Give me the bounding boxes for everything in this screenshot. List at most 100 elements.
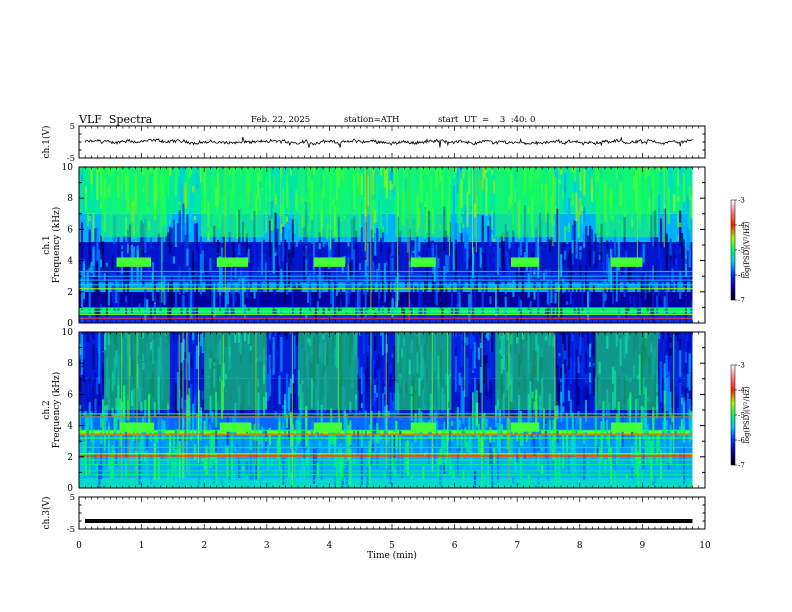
ch2-spectrogram-streak <box>364 445 367 458</box>
ch1-spectrogram-streak <box>489 296 492 305</box>
ch2-spectrogram-streak <box>370 332 373 359</box>
ch1-spectrogram-streak <box>334 292 337 322</box>
ch1-spectrogram-streak <box>376 268 379 282</box>
ch1-spectrogram-streak <box>504 312 507 321</box>
ch1-spectrogram-streak <box>562 190 565 200</box>
ch1-spectrogram-streak <box>646 276 649 312</box>
ch2-spectrogram-streak <box>251 473 254 482</box>
ch1-spectrogram-streak <box>590 186 594 203</box>
ch1-spectrogram-streak <box>186 238 189 272</box>
ch1-spectrogram-streak <box>96 290 99 322</box>
ch1-spectrogram-streak <box>627 255 630 283</box>
ch2-spectrogram-streak <box>343 411 346 436</box>
ch2-spectrogram-streak <box>203 421 206 431</box>
ch2-spectrogram-streak <box>406 440 409 477</box>
ch2-spectrogram-streak <box>366 356 369 392</box>
ch1-spectrogram-streak <box>592 251 595 264</box>
ch2-spectrogram-streak <box>673 332 676 337</box>
ch1-spectrogram-streak <box>640 251 643 290</box>
ch2-spectrogram-streak <box>161 451 164 459</box>
xtick-label: 3 <box>264 541 270 551</box>
ch2-spectrogram-streak <box>286 405 289 413</box>
ch1-spectrogram-streak <box>548 267 551 305</box>
ch2-spectrogram-streak <box>631 435 634 463</box>
ch1-spectrogram-streak <box>475 167 478 185</box>
ch1-spectrogram-streak <box>658 242 661 262</box>
ch2-spectrogram-streak <box>174 421 178 458</box>
ch2-spectrogram-streak <box>397 449 400 476</box>
ch1-spectrogram-streak <box>345 266 348 291</box>
ch1-spectrogram-streak <box>665 233 668 271</box>
ch2-spectrogram-streak <box>619 433 622 448</box>
ch1-spectrogram-streak <box>286 262 289 295</box>
ch1-spectrogram-streak <box>435 282 438 306</box>
ch2-spectrogram-streak <box>458 332 461 337</box>
ch1-spectrogram-streak <box>472 253 475 278</box>
ch1-spectrogram-tone-block <box>216 257 249 267</box>
ch2-spectrogram-streak <box>197 389 201 430</box>
ch2-spectrogram-streak <box>276 355 279 389</box>
ch1-spectrogram-streak <box>184 188 187 208</box>
ch2-spectrogram-streak <box>681 372 684 387</box>
ch2-spectrogram-streak <box>284 332 287 337</box>
ch1-spectrogram-streak <box>487 167 490 172</box>
ch2-spectrogram-streak <box>167 451 170 483</box>
ch2-spectrogram-streak <box>80 351 84 366</box>
ch2-spectrogram-streak <box>301 449 304 475</box>
ch1-spectrogram-streak <box>592 179 595 186</box>
ch1-spectrogram-streak <box>504 296 507 313</box>
ch2-spectrogram-streak <box>270 456 273 467</box>
ch2-spectrogram-streak <box>677 332 680 341</box>
ch1-spectrogram-streak <box>278 211 281 216</box>
ch2-spectrogram-streak <box>111 445 114 479</box>
ch1-spectrogram-streak <box>571 262 574 276</box>
ch1-spectrogram-streak <box>94 228 97 243</box>
ch2-spectrogram-streak <box>94 373 97 399</box>
ch2-spectrogram-tone-line <box>79 413 693 415</box>
ch2-spectrogram-streak <box>149 455 153 485</box>
ch1-spectrogram-streak <box>508 265 511 283</box>
ch2-spectrogram-streak <box>86 415 89 438</box>
ch1-spectrogram-streak <box>261 235 264 275</box>
ch1-spectrogram-streak <box>305 248 308 260</box>
ch1-spectrogram-streak <box>635 255 638 285</box>
ch2-spectrogram-streak <box>259 436 262 445</box>
ch2-spectrogram-streak <box>316 400 319 437</box>
ch2-spectrogram-streak <box>188 458 191 476</box>
ch2-spectrogram-streak <box>481 414 484 434</box>
ch2-spectrogram-streak <box>608 402 611 430</box>
ch2-spectrogram-streak <box>197 332 201 343</box>
ch2-spectrogram-streak <box>134 443 137 474</box>
ch1-spectrogram-streak <box>153 304 156 318</box>
ch2-spectrogram-streak <box>477 347 480 360</box>
ch1-spectrogram-streak <box>268 215 271 258</box>
ch1-spectrogram-streak <box>236 248 239 260</box>
date-label: Feb. 22, 2025 <box>251 115 311 125</box>
ch2-spectrogram-streak <box>560 381 563 392</box>
ch2-spectrogram-streak <box>360 366 363 395</box>
ch2-spectrogram-streak <box>661 332 664 340</box>
ch2-spectrogram-streak <box>531 460 534 464</box>
ch2-spectrogram-band <box>79 478 693 488</box>
ch1-spectrogram-streak <box>224 273 227 293</box>
ch1-spectrogram-streak <box>330 228 333 267</box>
ch2-spectrogram-streak <box>454 332 457 338</box>
ch1-spectrogram-streak <box>437 242 440 258</box>
ch1-spectrogram-streak <box>305 245 308 275</box>
ch1-spectrogram-streak <box>205 265 208 303</box>
ch1-spectrogram-streak <box>153 272 156 303</box>
ch1-spectrogram-streak <box>295 209 298 247</box>
ch1-spectrogram-streak <box>610 249 613 285</box>
ch2-spectrogram-streak <box>450 342 454 384</box>
ch2-spectrogram-streak <box>190 333 193 375</box>
ch1-spectrogram-streak <box>148 247 151 264</box>
ch1-spectrogram-streak <box>496 241 500 276</box>
ch2-spectrogram-streak <box>280 454 283 469</box>
ch2-spectrogram-streak <box>286 374 289 409</box>
ch1-spectrogram-streak <box>558 179 561 184</box>
ch1-spectrogram-tone-block <box>116 257 151 267</box>
ch1-spectrogram-streak <box>79 167 82 171</box>
ch1-spectrogram-streak <box>456 177 459 183</box>
ch1-spectrogram-streak <box>665 285 668 320</box>
ch2-spectrogram-streak <box>286 339 289 344</box>
